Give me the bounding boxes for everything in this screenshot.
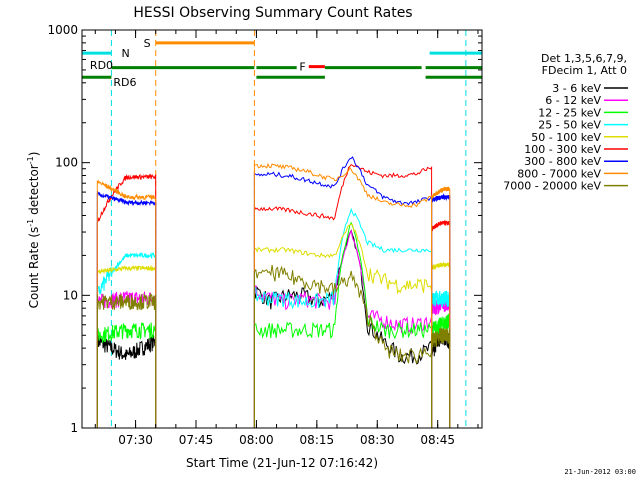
y-axis-label: Count Rate (s-1 detector-1): [26, 152, 41, 309]
legend-label: 300 - 800 keV: [524, 155, 601, 168]
series-line: [431, 327, 451, 428]
flag-label-rd0: RD0: [90, 59, 113, 72]
legend-header: Det 1,3,5,6,7,9,: [541, 52, 627, 65]
legend: Det 1,3,5,6,7,9,FDecim 1, Att 0 3 - 6 keV…: [503, 52, 628, 193]
legend-label: 100 - 300 keV: [524, 143, 601, 156]
flag-label-rd6: RD6: [113, 76, 136, 89]
y-tick-label: 100: [55, 156, 78, 170]
series-25-50keV: [96, 207, 451, 428]
y-tick-label: 1000: [47, 23, 78, 37]
series-50-100keV: [96, 223, 451, 428]
series-line: [253, 221, 433, 428]
series-line: [431, 193, 451, 428]
plot-frame: [81, 29, 483, 429]
x-tick-label: 07:30: [118, 433, 153, 447]
series-12-25keV: [96, 221, 451, 428]
x-tick-label: 08:45: [420, 433, 455, 447]
series-line: [96, 292, 157, 428]
timestamp: 21-Jun-2012 03:00: [564, 468, 636, 476]
legend-label: 12 - 25 keV: [538, 106, 601, 119]
series-line: [96, 190, 157, 428]
flag-label-f: F: [299, 61, 305, 74]
flag-label-n: N: [121, 47, 129, 60]
series-line: [96, 291, 157, 428]
y-axis: 1 10 100 1000: [47, 23, 482, 435]
series-800-7000keV: [96, 162, 451, 428]
series-line: [253, 156, 433, 428]
series-line: [253, 223, 433, 428]
series-line: [96, 179, 157, 428]
series-line: [431, 261, 451, 428]
series-line: [96, 322, 157, 428]
legend-header: FDecim 1, Att 0: [542, 64, 627, 77]
series-3-6keV: [96, 229, 451, 428]
x-tick-label: 07:45: [179, 433, 214, 447]
x-tick-label: 08:30: [360, 433, 395, 447]
series-7000-20000keV: [96, 264, 451, 428]
legend-label: 3 - 6 keV: [552, 82, 601, 95]
series-100-300keV: [96, 163, 451, 428]
series-line: [96, 335, 157, 428]
series-line: [431, 219, 451, 428]
series-line: [253, 162, 433, 428]
x-axis-label: Start Time (21-Jun-12 07:16:42): [186, 456, 378, 470]
series-line: [96, 251, 157, 428]
legend-label: 50 - 100 keV: [531, 131, 601, 144]
series-line: [431, 186, 451, 428]
series-6-12keV: [96, 229, 451, 428]
series-line: [253, 264, 433, 428]
x-axis: 07:30 07:45 08:00 08:15 08:30 08:45: [94, 30, 479, 447]
series-line: [96, 173, 157, 428]
series-line: [431, 329, 451, 428]
legend-label: 7000 - 20000 keV: [503, 180, 601, 193]
series-line: [431, 290, 451, 428]
legend-label: 25 - 50 keV: [538, 119, 601, 132]
y-tick-label: 1: [70, 421, 78, 435]
series-line: [253, 163, 433, 428]
x-tick-label: 08:15: [300, 433, 335, 447]
series-line: [96, 264, 157, 428]
y-tick-label: 10: [63, 288, 78, 302]
series-line: [431, 312, 451, 428]
flag-label-s: S: [144, 37, 151, 50]
legend-label: 6 - 12 keV: [545, 94, 601, 107]
chart-title: HESSI Observing Summary Count Rates: [133, 5, 412, 21]
legend-label: 800 - 7000 keV: [517, 167, 601, 180]
x-tick-label: 08:00: [239, 433, 274, 447]
